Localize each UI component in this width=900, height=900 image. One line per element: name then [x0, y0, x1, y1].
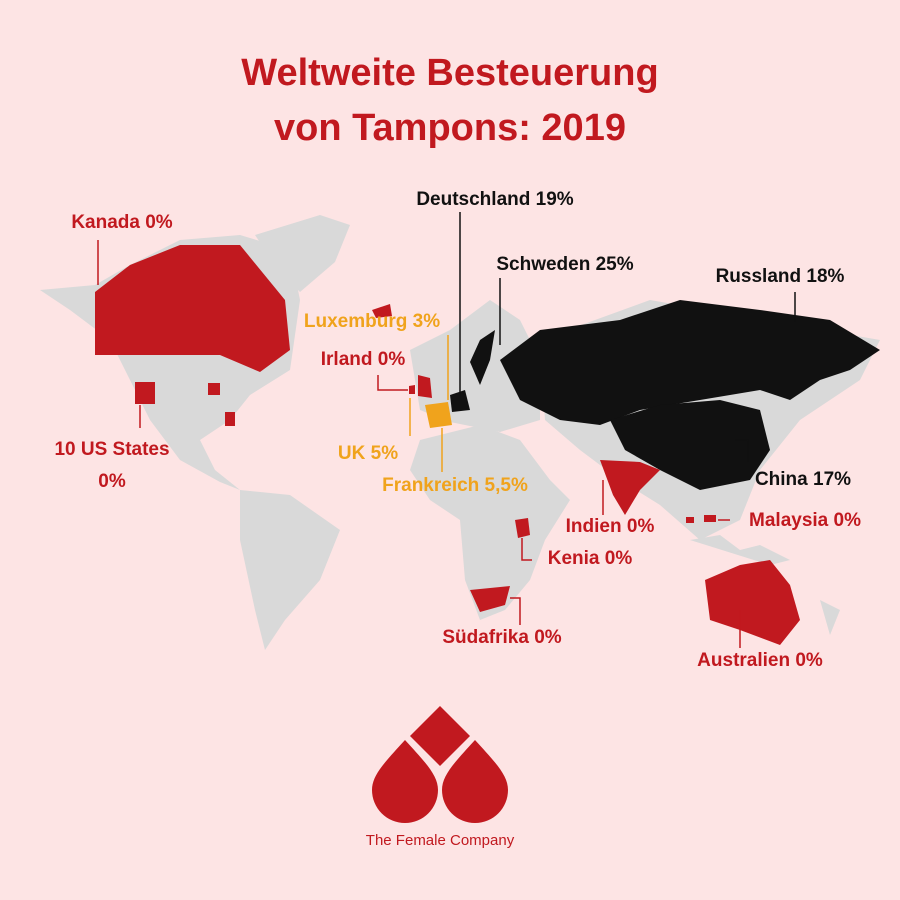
country-label: Malaysia 0%	[749, 510, 861, 531]
country-label: Australien 0%	[697, 650, 823, 671]
world-map	[40, 215, 880, 650]
country-label: Kenia 0%	[548, 548, 633, 569]
country-label: Frankreich 5,5%	[382, 475, 528, 496]
country-label: Russland 18%	[716, 266, 845, 287]
labels: Kanada 0% 10 US States 0% Irland 0% Indi…	[54, 189, 861, 671]
country-label: 0%	[98, 471, 126, 492]
country-label: 10 US States	[54, 439, 169, 460]
country-label: UK 5%	[338, 443, 398, 464]
country-label: China 17%	[755, 469, 851, 490]
country-label: Irland 0%	[321, 349, 406, 370]
country-label: Kanada 0%	[71, 212, 172, 233]
title-line: Weltweite Besteuerung	[241, 52, 658, 94]
title-line: von Tampons: 2019	[274, 107, 626, 149]
brand-name: The Female Company	[366, 832, 515, 849]
country-label: Schweden 25%	[496, 254, 633, 275]
country-label: Indien 0%	[566, 516, 655, 537]
country-label: Südafrika 0%	[442, 627, 561, 648]
leader-lines	[97, 212, 796, 648]
country-label: Luxemburg 3%	[304, 311, 440, 332]
country-label: Deutschland 19%	[416, 189, 573, 210]
logo	[372, 706, 508, 823]
